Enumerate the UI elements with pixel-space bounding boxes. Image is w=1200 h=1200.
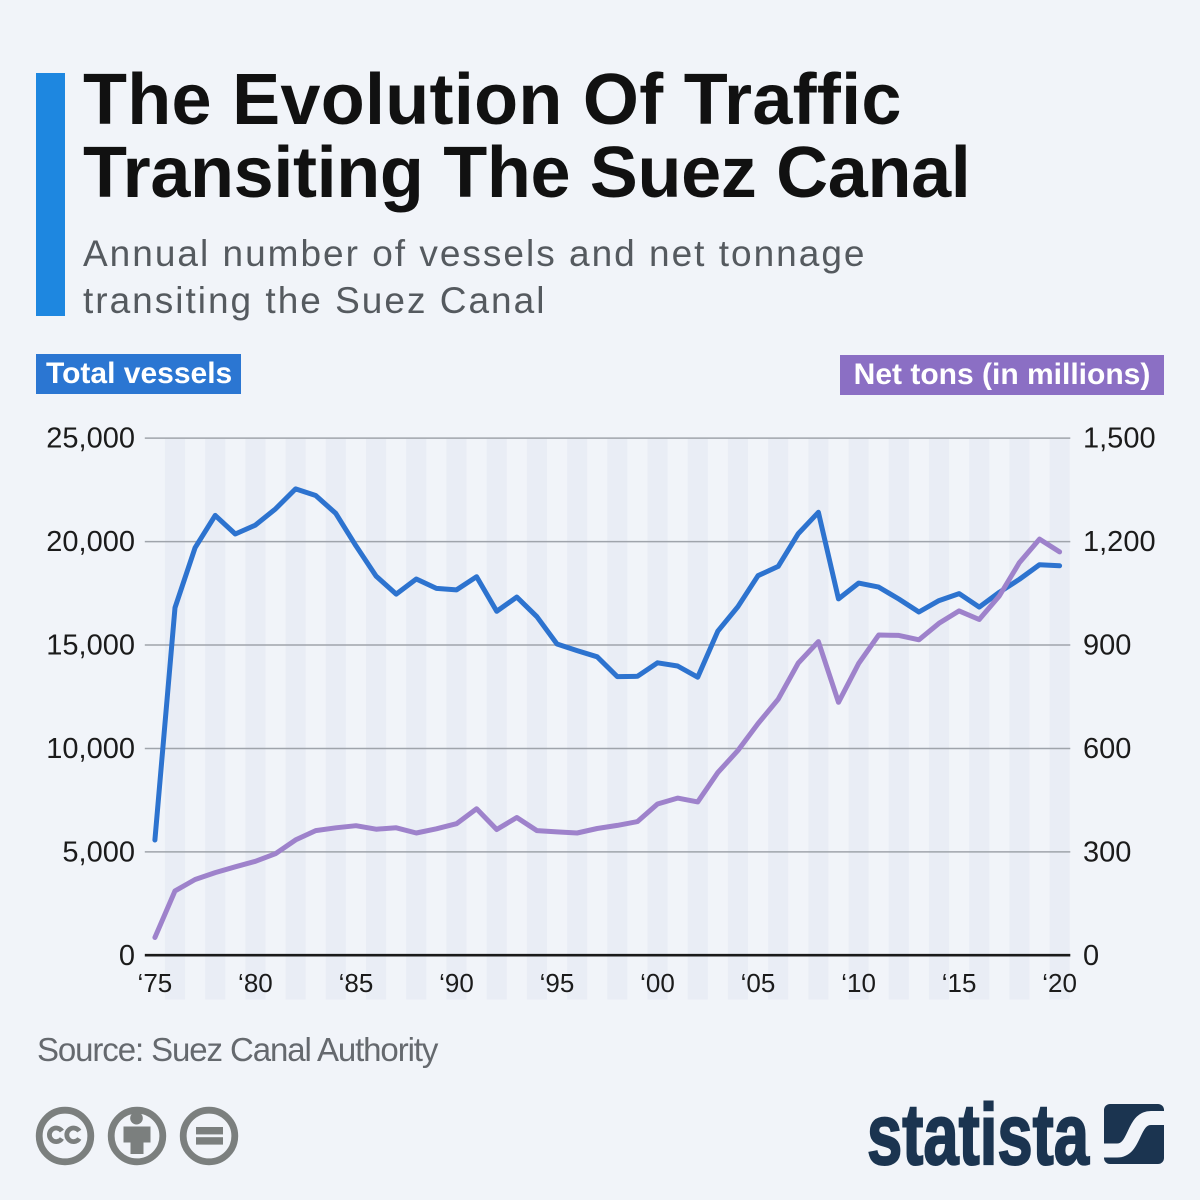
- svg-text:20,000: 20,000: [46, 526, 135, 558]
- svg-text:‘20: ‘20: [1042, 968, 1077, 998]
- svg-text:10,000: 10,000: [46, 733, 135, 765]
- svg-text:‘95: ‘95: [540, 968, 575, 998]
- svg-text:‘00: ‘00: [640, 968, 675, 998]
- svg-text:‘80: ‘80: [238, 968, 273, 998]
- svg-text:0: 0: [119, 940, 135, 972]
- svg-text:‘05: ‘05: [741, 968, 776, 998]
- svg-text:‘75: ‘75: [138, 968, 173, 998]
- svg-text:‘85: ‘85: [339, 968, 374, 998]
- svg-text:1,500: 1,500: [1083, 423, 1156, 455]
- svg-text:25,000: 25,000: [46, 423, 135, 455]
- svg-text:15,000: 15,000: [46, 630, 135, 662]
- svg-text:5,000: 5,000: [62, 836, 135, 868]
- svg-text:statista: statista: [867, 1087, 1090, 1183]
- svg-text:‘10: ‘10: [841, 968, 876, 998]
- svg-text:0: 0: [1083, 940, 1099, 972]
- svg-text:‘90: ‘90: [439, 968, 474, 998]
- svg-text:900: 900: [1083, 630, 1131, 662]
- svg-text:1,200: 1,200: [1083, 526, 1156, 558]
- svg-text:300: 300: [1083, 836, 1131, 868]
- svg-text:600: 600: [1083, 733, 1131, 765]
- svg-text:‘15: ‘15: [942, 968, 977, 998]
